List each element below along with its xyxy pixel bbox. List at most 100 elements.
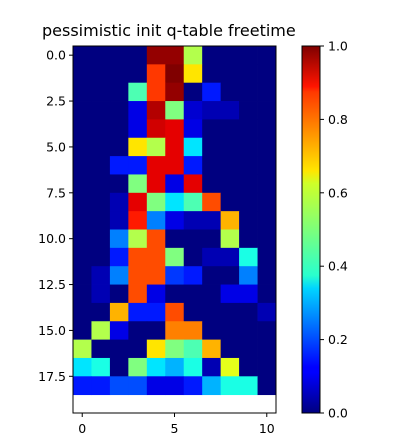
heatmap-cell [257, 174, 277, 194]
heatmap-cell [91, 64, 111, 84]
heatmap-cell [146, 339, 166, 359]
heatmap-cell [146, 156, 166, 175]
heatmap-cell [73, 284, 92, 304]
y-tick-label: 12.5 [38, 277, 66, 292]
heatmap-cell [239, 82, 258, 102]
heatmap-cell [73, 174, 92, 194]
heatmap-cell [109, 266, 129, 285]
heatmap-cell [202, 46, 222, 65]
heatmap-cell [73, 376, 92, 396]
heatmap-cell [73, 192, 92, 212]
heatmap-cell [257, 284, 277, 304]
heatmap-cell [146, 357, 166, 377]
heatmap-cell [73, 211, 92, 230]
heatmap-cell [165, 119, 185, 139]
heatmap-cell [239, 119, 258, 139]
heatmap-cell [220, 64, 240, 84]
heatmap-cell [220, 156, 240, 175]
heatmap-cell [146, 137, 166, 157]
heatmap-cell [109, 302, 129, 322]
heatmap-cell [257, 302, 277, 322]
heatmap-cell [91, 137, 111, 157]
heatmap-cell [128, 82, 148, 102]
heatmap-cell [109, 156, 129, 175]
heatmap-cell [239, 211, 258, 230]
heatmap-cell [146, 321, 166, 340]
heatmap-cell [109, 192, 129, 212]
heatmap-cell [146, 229, 166, 249]
heatmap-cell [146, 211, 166, 230]
heatmap-cell [165, 137, 185, 157]
y-tick-label: 0.0 [46, 48, 66, 63]
heatmap-cell [257, 46, 277, 65]
heatmap-cell [220, 119, 240, 139]
colorbar-tick-label: 0.6 [328, 185, 348, 200]
heatmap-cell [239, 101, 258, 120]
heatmap-cell [73, 156, 92, 175]
heatmap-cell [165, 82, 185, 102]
heatmap-cell [202, 266, 222, 285]
heatmap-cell [165, 101, 185, 120]
heatmap-cell [202, 192, 222, 212]
heatmap-cell [128, 192, 148, 212]
heatmap-cell [202, 229, 222, 249]
heatmap-cell [257, 156, 277, 175]
heatmap-cell [183, 46, 203, 65]
heatmap-cell [220, 302, 240, 322]
heatmap-cell [109, 46, 129, 65]
heatmap-cell [257, 339, 277, 359]
heatmap-cell [239, 137, 258, 157]
heatmap-cell [202, 321, 222, 340]
heatmap-cell [220, 357, 240, 377]
x-tick-label: 0 [78, 421, 86, 436]
heatmap-cell [73, 82, 92, 102]
heatmap-cell [165, 321, 185, 340]
x-tick-label: 10 [259, 421, 275, 436]
heatmap-cell [220, 229, 240, 249]
heatmap-cell [128, 119, 148, 139]
heatmap-cell [183, 192, 203, 212]
heatmap-cell [146, 266, 166, 285]
heatmap-cell [73, 357, 92, 377]
heatmap-cell [202, 156, 222, 175]
heatmap-cell [146, 119, 166, 139]
y-tick-label: 15.0 [38, 323, 66, 338]
heatmap-cell [73, 229, 92, 249]
heatmap-cell [202, 376, 222, 396]
heatmap-cell [257, 266, 277, 285]
heatmap-cell [109, 82, 129, 102]
heatmap-cell [165, 266, 185, 285]
heatmap-cell [183, 266, 203, 285]
heatmap-cell [91, 339, 111, 359]
heatmap-cell [91, 192, 111, 212]
heatmap-cell [91, 357, 111, 377]
colorbar-tick-label: 0.4 [328, 259, 348, 274]
heatmap-cell [91, 376, 111, 396]
colorbar-tick-label: 1.0 [328, 39, 348, 54]
heatmap-cell [183, 119, 203, 139]
heatmap-cell [202, 247, 222, 267]
heatmap-cell [183, 339, 203, 359]
heatmap-cell [146, 82, 166, 102]
heatmap-cell [109, 101, 129, 120]
heatmap-cell [202, 339, 222, 359]
heatmap-cell [220, 192, 240, 212]
heatmap-cell [183, 137, 203, 157]
heatmap-cell [165, 192, 185, 212]
heatmap-cell [91, 321, 111, 340]
heatmap-cell [73, 119, 92, 139]
heatmap-cell [73, 266, 92, 285]
heatmap-cell [128, 357, 148, 377]
heatmap-cell [220, 211, 240, 230]
heatmap-cell [183, 101, 203, 120]
heatmap-cell [128, 64, 148, 84]
heatmap-cell [183, 64, 203, 84]
heatmap-cell [239, 247, 258, 267]
heatmap-cell [128, 266, 148, 285]
heatmap-cell [91, 119, 111, 139]
heatmap-cell [202, 174, 222, 194]
heatmap-cell [73, 247, 92, 267]
heatmap-cell [109, 137, 129, 157]
heatmap-cell [257, 321, 277, 340]
heatmap-cell [73, 302, 92, 322]
